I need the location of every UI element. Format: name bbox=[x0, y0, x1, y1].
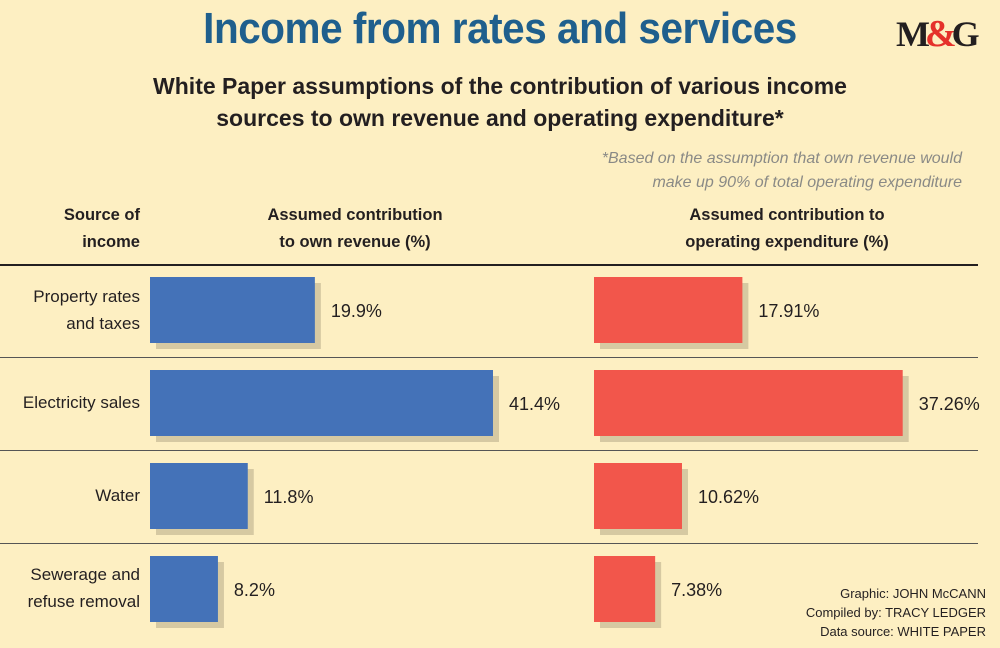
header-divider bbox=[0, 264, 978, 266]
bar-operating-expenditure-2 bbox=[594, 463, 682, 529]
footnote-line-1: *Based on the assumption that own revenu… bbox=[601, 150, 962, 167]
data-label: 10.62% bbox=[698, 487, 759, 507]
chart-subtitle: White Paper assumptions of the contribut… bbox=[0, 70, 1000, 134]
bar-own-revenue-3 bbox=[150, 556, 218, 622]
column-header-source-line-2: income bbox=[82, 233, 140, 251]
bar-operating-expenditure-1 bbox=[594, 370, 903, 436]
credits: Graphic: JOHN McCANN Compiled by: TRACY … bbox=[806, 584, 986, 641]
credit-graphic: Graphic: JOHN McCANN bbox=[840, 586, 986, 601]
credit-source: Data source: WHITE PAPER bbox=[820, 624, 986, 639]
bar-own-revenue-2 bbox=[150, 463, 248, 529]
credit-compiled: Compiled by: TRACY LEDGER bbox=[805, 605, 986, 620]
footnote: *Based on the assumption that own revenu… bbox=[542, 147, 962, 195]
data-label: 7.38% bbox=[671, 580, 722, 600]
column-header-source-line-1: Source of bbox=[63, 206, 140, 224]
column-header-own-revenue: Assumed contribution to own revenue (%) bbox=[225, 202, 485, 256]
row-label-line-2: refuse removal bbox=[27, 592, 140, 611]
row-label-property-rates: Property rates and taxes bbox=[10, 283, 140, 337]
column-header-operating-expenditure: Assumed contribution to operating expend… bbox=[652, 202, 922, 256]
row-divider-3 bbox=[0, 543, 978, 544]
row-label-sewerage: Sewerage and refuse removal bbox=[10, 561, 140, 615]
row-label-line-2: and taxes bbox=[66, 314, 140, 333]
data-label: 19.9% bbox=[331, 301, 382, 321]
subtitle-line-2: sources to own revenue and operating exp… bbox=[216, 105, 784, 131]
data-label: 8.2% bbox=[234, 580, 275, 600]
row-divider-1 bbox=[0, 357, 978, 358]
row-label-line-1: Electricity sales bbox=[22, 393, 140, 412]
row-label-line-1: Sewerage and bbox=[30, 565, 140, 584]
column-header-source: Source of income bbox=[30, 202, 140, 256]
bar-operating-expenditure-0 bbox=[594, 277, 743, 343]
bar-own-revenue-0 bbox=[150, 277, 315, 343]
mg-logo: M&G bbox=[896, 13, 980, 55]
row-label-line-1: Water bbox=[95, 486, 140, 505]
row-divider-2 bbox=[0, 450, 978, 451]
column-header-op-line-2: operating expenditure (%) bbox=[685, 233, 889, 251]
column-header-op-line-1: Assumed contribution to bbox=[689, 206, 885, 224]
row-label-water: Water bbox=[10, 482, 140, 509]
row-label-line-1: Property rates bbox=[33, 287, 140, 306]
data-label: 41.4% bbox=[509, 394, 560, 414]
column-header-own-line-2: to own revenue (%) bbox=[279, 233, 431, 251]
data-label: 37.26% bbox=[919, 394, 980, 414]
subtitle-line-1: White Paper assumptions of the contribut… bbox=[153, 73, 847, 99]
data-label: 17.91% bbox=[758, 301, 819, 321]
bar-own-revenue-1 bbox=[150, 370, 493, 436]
data-label: 11.8% bbox=[264, 487, 314, 507]
column-header-own-line-1: Assumed contribution bbox=[267, 206, 443, 224]
chart-title: Income from rates and services bbox=[203, 4, 797, 53]
row-label-electricity: Electricity sales bbox=[10, 389, 140, 416]
bar-operating-expenditure-3 bbox=[594, 556, 656, 622]
footnote-line-2: make up 90% of total operating expenditu… bbox=[652, 174, 962, 191]
